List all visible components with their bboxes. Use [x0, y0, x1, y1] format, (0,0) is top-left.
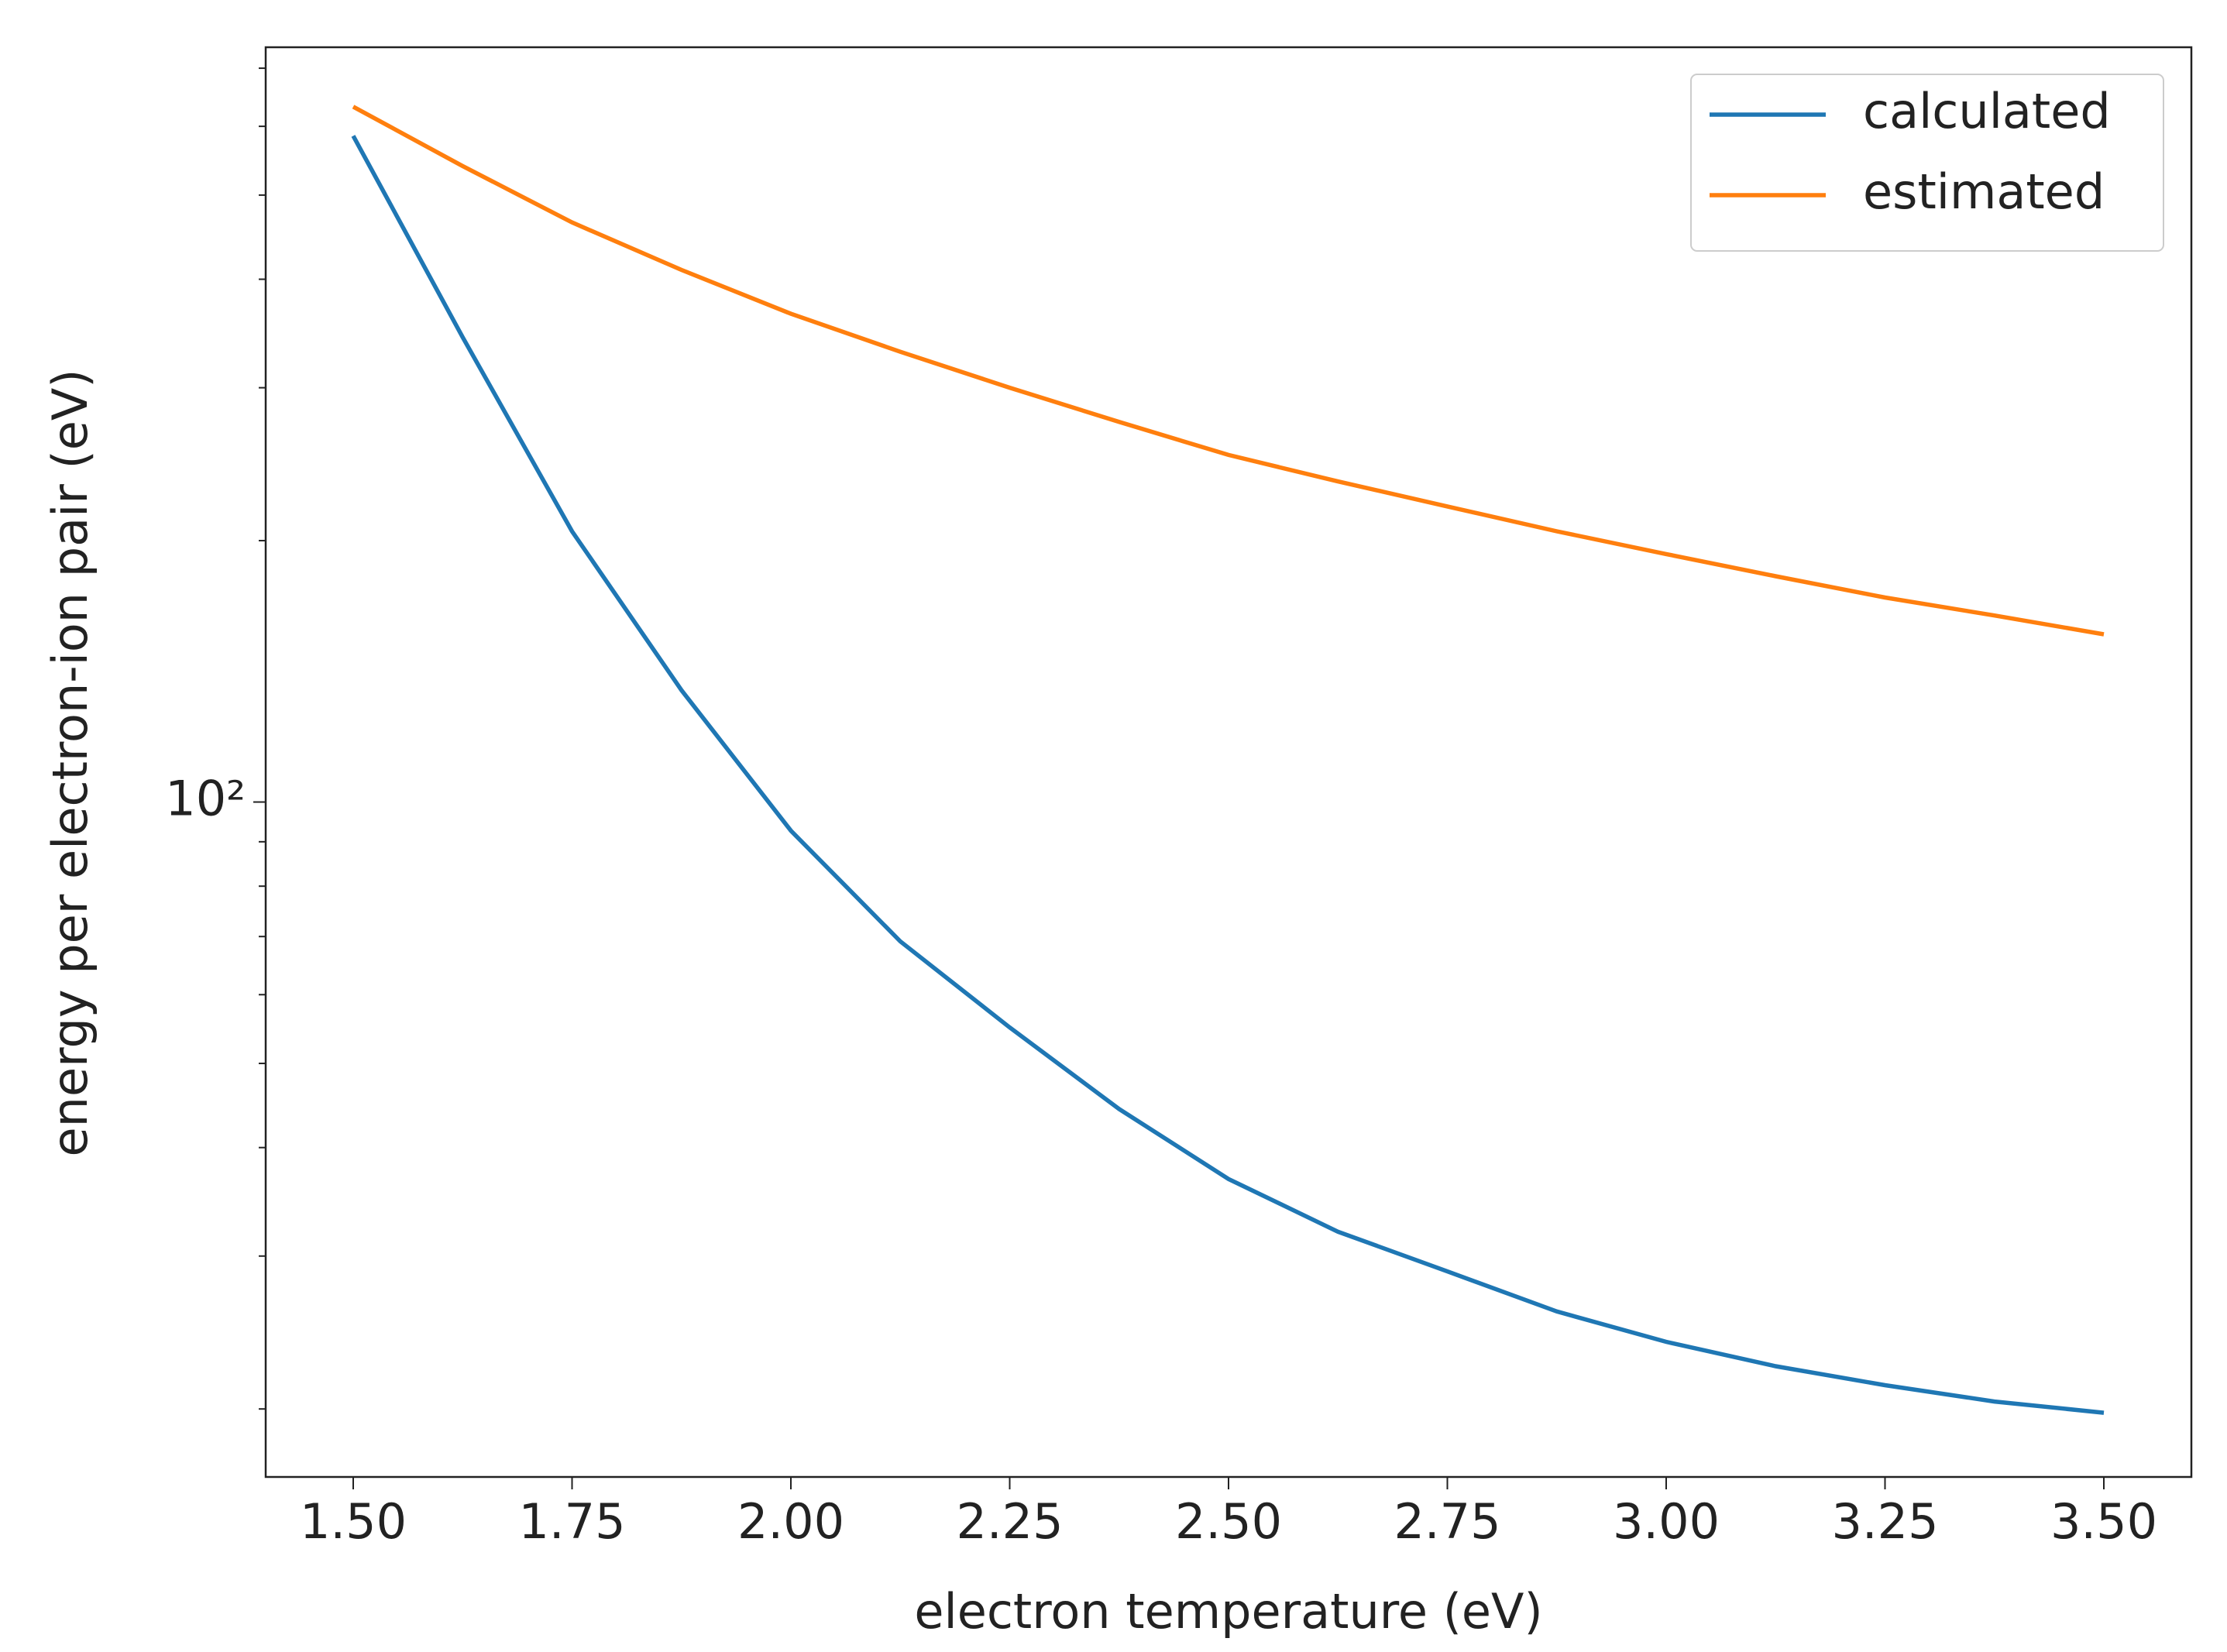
x-tick-label: 3.25	[1831, 1493, 1938, 1550]
x-tick-label: 3.50	[2050, 1493, 2157, 1550]
x-tick-label: 3.00	[1613, 1493, 1720, 1550]
line-series	[352, 105, 2105, 637]
legend-label: estimated	[1863, 163, 2105, 220]
x-axis-label: electron temperature (eV)	[914, 1583, 1542, 1640]
x-tick-label: 2.25	[956, 1493, 1063, 1550]
plot-frame	[264, 46, 2193, 1479]
x-tick-label: 1.50	[300, 1493, 407, 1550]
x-tick-label: 2.50	[1175, 1493, 1282, 1550]
x-tick-label: 2.00	[737, 1493, 844, 1550]
line-series	[351, 135, 2105, 1415]
legend-box	[1690, 74, 2164, 252]
y-axis-label: energy per electron-ion pair (eV)	[42, 369, 98, 1157]
legend-label: calculated	[1863, 83, 2111, 139]
x-tick-label: 2.75	[1394, 1493, 1500, 1550]
y-tick-label: 10²	[165, 771, 246, 827]
x-tick-label: 1.75	[518, 1493, 625, 1550]
